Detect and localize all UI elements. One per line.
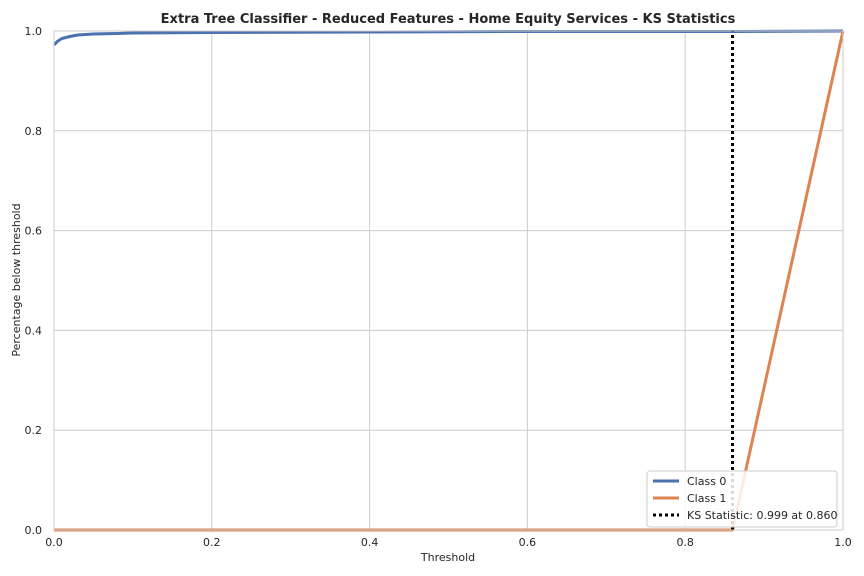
series-line-class-0 <box>52 29 844 47</box>
x-tick-label: 0.6 <box>519 536 537 549</box>
legend-box <box>646 470 838 528</box>
chart-title: Extra Tree Classifier - Reduced Features… <box>161 12 736 27</box>
y-tick-label: 0.0 <box>25 524 43 537</box>
plot-frame <box>53 30 844 531</box>
x-axis-label: Threshold <box>420 551 475 564</box>
x-tick-label: 0.2 <box>203 536 221 549</box>
grid <box>53 30 844 531</box>
y-tick-label: 0.4 <box>25 324 43 337</box>
series-lines <box>52 29 845 532</box>
legend-entry-ks-statistic-label: KS Statistic: 0.999 at 0.860 <box>687 509 837 522</box>
x-tick-label: 0.0 <box>45 536 63 549</box>
series-line-class-1 <box>54 30 845 532</box>
tick-labels: 0.0 0.2 0.4 0.6 0.8 1.0 0.0 0.2 0.4 0.6 0.8 1.0 <box>25 25 852 549</box>
legend-entry-class-1-label: Class 1 <box>687 492 726 505</box>
legend: Class 0 Class 1 KS Statistic: 0.999 at 0.8… <box>646 470 838 528</box>
x-tick-label: 0.8 <box>676 536 694 549</box>
y-tick-label: 0.2 <box>25 424 43 437</box>
y-tick-label: 1.0 <box>25 25 43 38</box>
y-axis-label: Percentage below threshold <box>10 203 23 356</box>
y-tick-label: 0.6 <box>25 225 43 238</box>
y-tick-label: 0.8 <box>25 125 43 138</box>
x-tick-label: 0.4 <box>361 536 379 549</box>
x-tick-label: 1.0 <box>834 536 852 549</box>
legend-entry-class-0-label: Class 0 <box>687 475 726 488</box>
